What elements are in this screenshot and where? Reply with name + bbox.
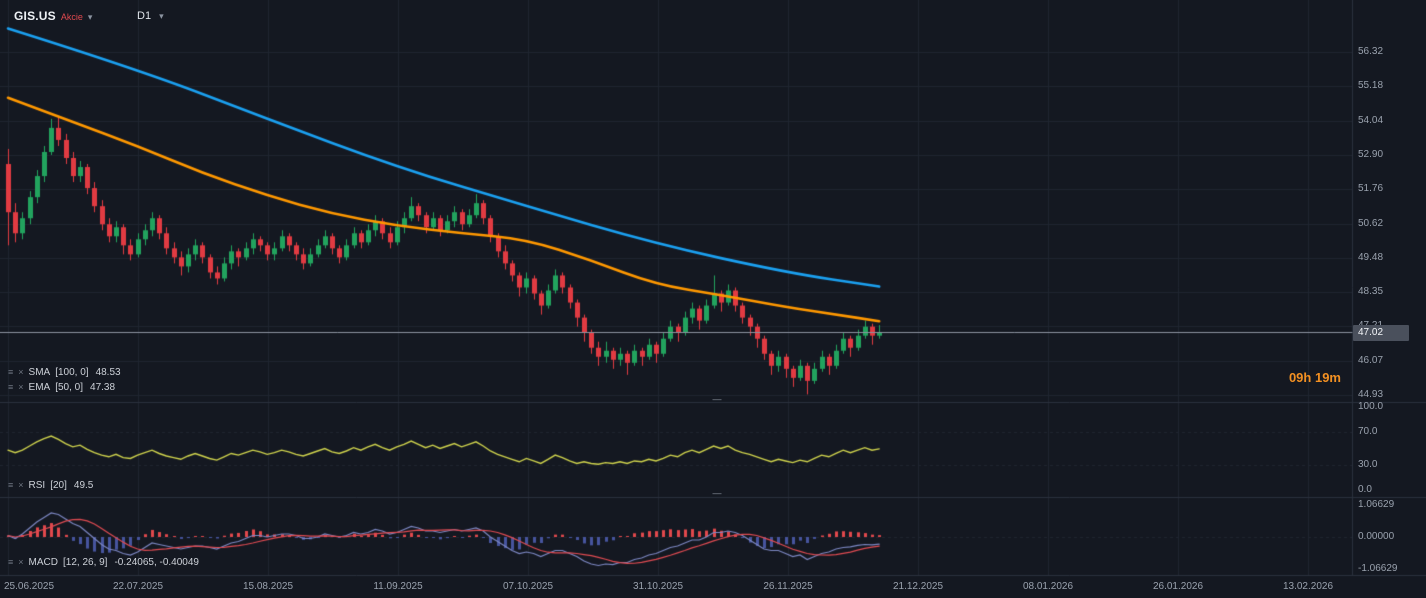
macd-axis-label: 0.00000 — [1358, 531, 1395, 542]
indicator-remove-icon[interactable]: × — [18, 367, 24, 377]
current-price-badge: 47.02 — [1353, 324, 1409, 341]
timeframe-selector[interactable]: D1 ▾ — [137, 10, 164, 22]
indicator-settings-icon[interactable]: ≡ — [8, 557, 14, 567]
price-axis[interactable]: 56.32 55.18 54.04 52.90 51.76 50.62 49.48 48.35… — [1352, 0, 1426, 575]
chevron-down-icon: ▾ — [87, 12, 93, 22]
price-axis-label: 55.18 — [1358, 80, 1384, 92]
timeframe-label: D1 — [137, 10, 152, 22]
instrument-selector[interactable]: GIS.US Akcie ▾ — [14, 9, 92, 23]
macd-axis-label: 1.06629 — [1358, 499, 1395, 510]
macd-indicator-row: ≡ × MACD [12, 26, 9] -0.24065, -0.40049 — [8, 557, 199, 568]
rsi-axis-label: 0.0 — [1358, 484, 1372, 495]
indicator-value: 49.5 — [73, 480, 94, 491]
pane-resize-handle[interactable]: — — [712, 394, 722, 404]
indicator-value: 47.38 — [90, 382, 116, 393]
price-axis-label: 48.35 — [1358, 286, 1384, 297]
time-axis-label: 08.01.2026 — [1022, 581, 1074, 592]
indicator-params: [50, 0] — [55, 382, 84, 393]
time-axis-label: 21.12.2025 — [892, 581, 944, 592]
indicator-params: [12, 26, 9] — [62, 557, 108, 568]
time-axis-label: 25.06.2025 — [4, 581, 55, 592]
indicator-settings-icon[interactable]: ≡ — [8, 480, 14, 490]
rsi-axis-label: 70.0 — [1358, 425, 1378, 437]
symbol-label: GIS.US — [14, 9, 56, 23]
indicator-remove-icon[interactable]: × — [18, 557, 24, 567]
time-axis[interactable]: 25.06.2025 22.07.2025 15.08.2025 11.09.2025… — [0, 575, 1426, 598]
time-axis-label: 22.07.2025 — [112, 581, 164, 592]
indicator-name: MACD — [28, 557, 58, 568]
indicator-settings-icon[interactable]: ≡ — [8, 367, 14, 377]
time-axis-label: 26.11.2025 — [763, 581, 813, 592]
ema-indicator-row: ≡ × EMA [50, 0] 47.38 — [8, 382, 115, 393]
indicator-name: EMA — [28, 382, 51, 393]
rsi-indicator-row: ≡ × RSI [20] 49.5 — [8, 480, 93, 491]
price-axis-label: 46.07 — [1358, 354, 1384, 366]
price-axis-label: 44.93 — [1358, 389, 1384, 400]
chevron-down-icon: ▾ — [159, 10, 164, 21]
price-axis-label: 56.32 — [1358, 46, 1384, 57]
time-axis-label: 11.09.2025 — [373, 581, 423, 592]
rsi-axis-label: 30.0 — [1358, 459, 1378, 471]
time-axis-label: 26.01.2026 — [1152, 581, 1204, 592]
indicator-params: [100, 0] — [55, 367, 89, 378]
time-axis-label: 07.10.2025 — [502, 581, 554, 592]
indicator-remove-icon[interactable]: × — [18, 382, 24, 392]
price-axis-label: 54.04 — [1358, 114, 1384, 126]
asset-class-label: Akcie — [60, 12, 83, 22]
indicator-value: -0.24065, -0.40049 — [114, 557, 199, 568]
price-axis-label: 50.62 — [1358, 217, 1384, 229]
price-axis-label: 49.48 — [1358, 251, 1384, 263]
sma-indicator-row: ≡ × SMA [100, 0] 48.53 — [8, 367, 121, 378]
candle-countdown: 09h 19m — [1288, 370, 1341, 385]
indicator-name: RSI — [28, 480, 46, 491]
indicator-remove-icon[interactable]: × — [18, 480, 24, 490]
price-axis-label: 51.76 — [1358, 183, 1384, 195]
pane-resize-handle[interactable]: — — [712, 488, 722, 498]
time-axis-label: 15.08.2025 — [242, 581, 294, 592]
macd-axis-label: -1.06629 — [1358, 562, 1398, 574]
rsi-axis-label: 100.0 — [1358, 401, 1384, 412]
price-axis-label: 52.90 — [1358, 148, 1384, 160]
indicator-params: [20] — [50, 480, 67, 491]
indicator-value: 48.53 — [95, 367, 121, 378]
indicator-settings-icon[interactable]: ≡ — [8, 382, 14, 392]
indicator-name: SMA — [28, 367, 51, 378]
time-axis-label: 31.10.2025 — [632, 581, 684, 592]
time-axis-label: 13.02.2026 — [1282, 581, 1334, 592]
